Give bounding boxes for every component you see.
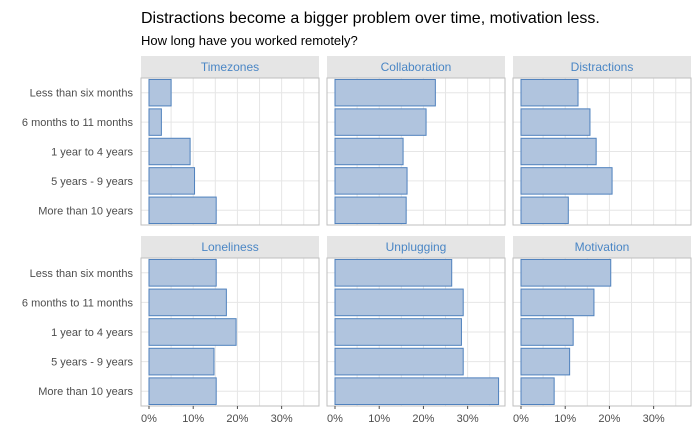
panel-border bbox=[140, 77, 320, 226]
facet-strip bbox=[141, 56, 319, 78]
y-tick-label: 1 year to 4 years bbox=[51, 147, 133, 159]
bar bbox=[334, 288, 464, 317]
facet-loneliness: Loneliness Less than six months 6 months t… bbox=[22, 236, 320, 425]
y-tick-label: 6 months to 11 months bbox=[22, 117, 134, 129]
bar bbox=[148, 258, 217, 287]
y-tick-label: 6 months to 11 months bbox=[22, 297, 134, 309]
bar bbox=[334, 318, 462, 346]
bar bbox=[520, 347, 571, 376]
x-tick-label: 20% bbox=[598, 413, 620, 425]
bar bbox=[148, 377, 217, 406]
y-tick-label: Less than six months bbox=[30, 268, 134, 280]
panel-border bbox=[512, 257, 692, 407]
bar bbox=[520, 108, 591, 136]
bar bbox=[334, 137, 404, 166]
panel-border bbox=[512, 77, 692, 226]
facet-strip-label: Motivation bbox=[575, 240, 630, 254]
facet-collaboration: Collaboration bbox=[326, 56, 506, 226]
y-tick-label: 1 year to 4 years bbox=[51, 327, 133, 339]
y-tick-label: Less than six months bbox=[30, 88, 134, 100]
bar bbox=[520, 78, 579, 107]
facet-strip bbox=[513, 236, 691, 258]
facet-timezones: Timezones Less than six months 6 months to… bbox=[22, 56, 320, 226]
bar bbox=[148, 288, 227, 317]
x-tick-label: 30% bbox=[271, 413, 293, 425]
bar bbox=[148, 137, 191, 166]
bar bbox=[148, 167, 196, 195]
x-tick-label: 0% bbox=[327, 413, 343, 425]
bar bbox=[148, 318, 237, 346]
facet-panels: Timezones Less than six months 6 months to… bbox=[22, 56, 692, 425]
x-tick-label: 30% bbox=[457, 413, 479, 425]
x-tick-label: 10% bbox=[554, 413, 576, 425]
x-tick-label: 0% bbox=[513, 413, 529, 425]
x-tick-label: 0% bbox=[141, 413, 157, 425]
bar bbox=[520, 318, 574, 346]
bar bbox=[520, 167, 613, 195]
facet-strip-label: Collaboration bbox=[381, 60, 452, 74]
x-tick-label: 20% bbox=[226, 413, 248, 425]
bar bbox=[520, 377, 555, 406]
panel-border bbox=[140, 257, 320, 407]
y-tick-label: 5 years - 9 years bbox=[51, 357, 133, 369]
panel-border bbox=[326, 257, 506, 407]
bar bbox=[334, 377, 500, 406]
panel-border bbox=[326, 77, 506, 226]
bar bbox=[520, 288, 595, 317]
facet-unplugging: Unplugging 0% 10% 20% 30% bbox=[326, 236, 506, 425]
facet-motivation: Motivation 0% 10% 20% 30% bbox=[512, 236, 692, 425]
bar bbox=[334, 347, 464, 376]
y-tick-label: More than 10 years bbox=[38, 205, 133, 217]
bar bbox=[520, 196, 569, 225]
bar bbox=[334, 108, 427, 136]
bar bbox=[520, 258, 612, 287]
facet-strip-label: Loneliness bbox=[201, 240, 258, 254]
bar bbox=[334, 258, 453, 287]
bar bbox=[148, 108, 162, 136]
x-tick-label: 10% bbox=[368, 413, 390, 425]
bar bbox=[148, 78, 172, 107]
facet-strip bbox=[513, 56, 691, 78]
x-tick-label: 20% bbox=[412, 413, 434, 425]
facet-distractions: Distractions bbox=[512, 56, 692, 226]
bar bbox=[148, 347, 215, 376]
x-tick-label: 10% bbox=[182, 413, 204, 425]
chart-title: Distractions become a bigger problem ove… bbox=[141, 10, 600, 27]
bar bbox=[334, 196, 407, 225]
facet-strip bbox=[327, 56, 505, 78]
x-tick-label: 30% bbox=[643, 413, 665, 425]
bar bbox=[334, 167, 408, 195]
facet-strip bbox=[141, 236, 319, 258]
facet-strip-label: Timezones bbox=[201, 60, 259, 74]
bar bbox=[520, 137, 597, 166]
facet-strip-label: Unplugging bbox=[386, 240, 447, 254]
y-tick-label: More than 10 years bbox=[38, 386, 133, 398]
y-tick-label: 5 years - 9 years bbox=[51, 176, 133, 188]
bar bbox=[148, 196, 217, 225]
facet-strip-label: Distractions bbox=[571, 60, 634, 74]
bar bbox=[334, 78, 436, 107]
facet-strip bbox=[327, 236, 505, 258]
chart-subtitle: How long have you worked remotely? bbox=[141, 33, 358, 48]
